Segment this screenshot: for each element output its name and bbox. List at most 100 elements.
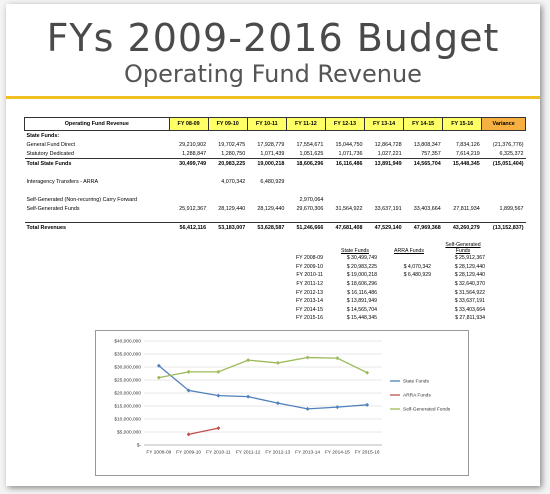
cell	[404, 195, 443, 204]
cell	[382, 314, 436, 323]
table-row: Statutory Dedicated 1,288,847 1,280,750 1,0…	[25, 149, 526, 159]
table-row: FY 2008-09 $ 30,499,749 $ 25,912,367	[274, 254, 490, 263]
cell	[382, 306, 436, 315]
cell: $ 28,129,440	[454, 263, 485, 270]
title: FYs 2009-2016 Budget	[46, 16, 500, 60]
column-header: Variance	[481, 117, 526, 131]
cell	[404, 177, 443, 186]
point-marker	[305, 355, 310, 360]
cell: 4,070,342	[221, 178, 246, 185]
cell	[482, 131, 526, 141]
cell: 27,811,934	[453, 205, 480, 212]
point-marker	[216, 426, 221, 431]
row-label: Statutory Dedicated	[26, 150, 74, 157]
x-tick-label: FY 2011-12	[236, 449, 261, 455]
column-header: Self-Generated Funds	[445, 242, 481, 254]
cell: 20,983,225	[208, 158, 248, 168]
cell: $ 33,403,664	[454, 306, 485, 313]
cell: 25,912,367	[179, 205, 207, 212]
cell	[443, 177, 482, 186]
cell: 30,499,749	[169, 158, 209, 168]
cell	[404, 131, 443, 141]
point-marker	[365, 370, 370, 375]
row-label: FY 2009-10	[295, 263, 323, 270]
cell: 1,051,625	[299, 150, 324, 157]
column-header: ARRA Funds	[394, 248, 424, 254]
cell	[169, 131, 208, 141]
row-label: Self-Generated (Non-recurring) Carry For…	[26, 196, 138, 203]
cell	[365, 177, 404, 186]
y-tick-label: $30,000,000	[114, 364, 141, 370]
row-label: Self-Generated Funds	[26, 205, 80, 212]
row-label: FY 2008-09	[295, 255, 323, 262]
cell	[382, 297, 436, 306]
table-row: Total State Funds 30,499,749 20,983,225 19,…	[24, 158, 526, 168]
cell	[208, 131, 247, 141]
column-header: Operating Fund Revenue	[24, 117, 170, 131]
legend-label: ARRA Funds	[403, 392, 431, 398]
cell: $ 32,640,370	[454, 281, 485, 288]
cell: 2,970,064	[299, 196, 324, 203]
header-row: Operating Fund Revenue FY 08-09 FY 09-10 FY…	[24, 117, 526, 131]
table-row: FY 2014-15 $ 14,565,704 $ 33,403,664	[274, 306, 490, 315]
cell	[443, 195, 482, 204]
cell: 757,357	[421, 150, 441, 157]
cell: 14,565,704	[403, 158, 443, 168]
cell: 6,480,929	[260, 178, 285, 185]
point-marker	[335, 405, 340, 410]
cell: 53,628,587	[247, 222, 287, 232]
cell: (13,152,837)	[481, 222, 526, 232]
column-header: FY 12-13	[324, 117, 366, 131]
corner	[274, 240, 328, 254]
row-label: State Funds:	[26, 132, 60, 139]
row-label: FY 2011-12	[296, 281, 323, 288]
cell: (15,051,404)	[481, 158, 526, 168]
table-row: State Funds:	[25, 131, 526, 141]
cell	[443, 131, 482, 141]
column-header: FY 14-15	[403, 117, 444, 131]
cell: $ 6,480,929	[403, 272, 431, 279]
cell: $ 18,606,296	[346, 281, 377, 288]
cell	[482, 195, 526, 204]
x-tick-label: FY 2013-14	[295, 449, 320, 455]
table-row: FY 2011-12 $ 18,606,296 $ 32,640,370	[274, 280, 490, 289]
spacer-row	[25, 168, 526, 177]
cell: 17,554,671	[296, 141, 324, 148]
series-line	[158, 356, 368, 379]
cell	[208, 195, 247, 204]
cell: $ 13,891,949	[346, 298, 377, 305]
cell: 13,808,347	[413, 141, 441, 148]
cell: 1,899,567	[499, 205, 524, 212]
cell: $ 14,565,704	[346, 306, 377, 313]
cell	[247, 195, 286, 204]
cell	[247, 131, 286, 141]
cell: 43,260,279	[442, 222, 482, 232]
point-marker	[156, 375, 161, 380]
column-header: FY 13-14	[364, 117, 405, 131]
chart: $- $5,000,000 $10,000,000 $15,000,000 $20,00…	[114, 338, 450, 455]
y-tick-label: $5,000,000	[117, 429, 141, 435]
column-header: FY 09-10	[207, 117, 248, 131]
point-marker	[186, 369, 191, 374]
cell: 33,637,191	[374, 205, 402, 212]
cell	[482, 177, 526, 186]
cell	[286, 177, 325, 186]
cell	[325, 195, 364, 204]
x-tick-label: FY 2015-16	[355, 449, 380, 455]
point-marker	[246, 358, 251, 363]
divider	[6, 96, 540, 99]
revenue-table: Operating Fund Revenue FY 08-09 FY 09-10 FY…	[24, 117, 526, 232]
cell: 19,702,475	[218, 141, 246, 148]
point-marker	[186, 388, 191, 393]
column-header: FY 10-11	[246, 117, 287, 131]
cell: 17,928,779	[257, 141, 285, 148]
row-label: Total State Funds	[24, 158, 170, 168]
table-row: Interagency Transfers - ARRA 4,070,342 6,4…	[25, 177, 526, 186]
cell	[382, 288, 436, 297]
cell: 15,448,345	[442, 158, 482, 168]
point-marker	[246, 394, 251, 399]
cell: 7,834,126	[455, 141, 480, 148]
cell: $ 20,983,225	[346, 263, 377, 270]
x-tick-label: FY 2009-10	[176, 449, 201, 455]
table-row: FY 2012-13 $ 16,116,486 $ 31,564,922	[274, 288, 490, 297]
